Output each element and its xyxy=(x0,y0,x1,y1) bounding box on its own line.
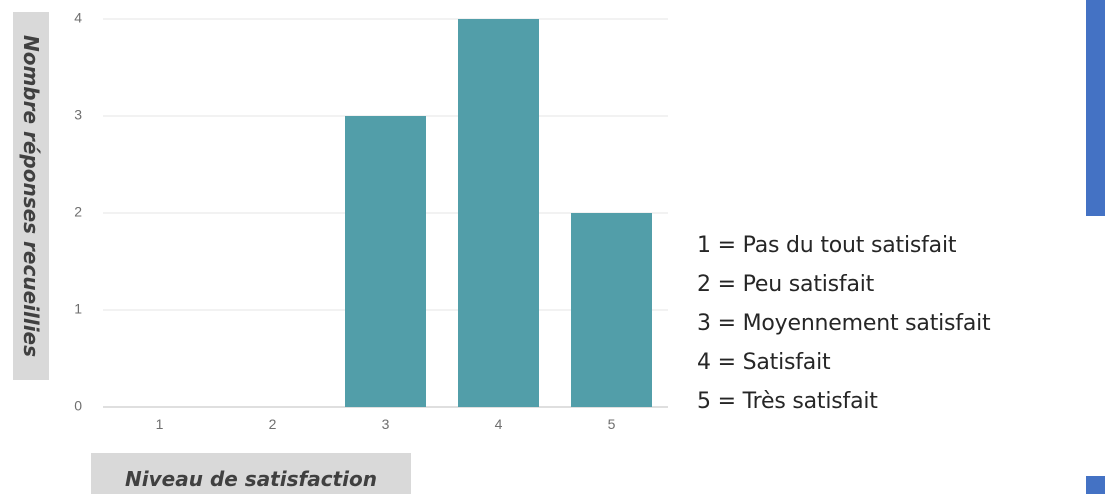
x-axis-ticks: 1 2 3 4 5 xyxy=(156,416,616,432)
y-axis-ticks: 0 1 2 3 4 xyxy=(74,10,82,414)
y-axis-title: Nombre réponses recueillies xyxy=(19,34,43,358)
legend-item-5: 5 = Très satisfait xyxy=(697,389,878,414)
legend-item-3: 3 = Moyennement satisfait xyxy=(697,311,991,336)
y-tick-label-3: 3 xyxy=(74,107,82,123)
y-tick-label-4: 4 xyxy=(74,10,82,26)
legend-item-2: 2 = Peu satisfait xyxy=(697,272,875,297)
y-tick-label-0: 0 xyxy=(74,398,82,414)
x-tick-label-2: 2 xyxy=(269,416,277,432)
decorative-accent-bar xyxy=(1086,0,1105,216)
y-axis-label-background xyxy=(13,12,49,380)
x-tick-label-4: 4 xyxy=(495,416,503,432)
x-tick-label-5: 5 xyxy=(608,416,616,432)
satisfaction-legend: 1 = Pas du tout satisfait 2 = Peu satisf… xyxy=(697,226,991,421)
x-tick-label-1: 1 xyxy=(156,416,164,432)
decorative-accent-bar-bottom xyxy=(1086,476,1105,494)
bar-3 xyxy=(345,116,426,407)
x-tick-label-3: 3 xyxy=(382,416,390,432)
bars xyxy=(345,19,652,407)
bar-5 xyxy=(571,213,652,407)
x-axis-title: Niveau de satisfaction xyxy=(125,467,377,491)
x-axis-label-background xyxy=(91,453,411,494)
y-tick-label-2: 2 xyxy=(74,204,82,220)
legend-item-1: 1 = Pas du tout satisfait xyxy=(697,233,957,258)
legend-item-4: 4 = Satisfait xyxy=(697,350,831,375)
y-tick-label-1: 1 xyxy=(74,301,82,317)
bar-4 xyxy=(458,19,539,407)
